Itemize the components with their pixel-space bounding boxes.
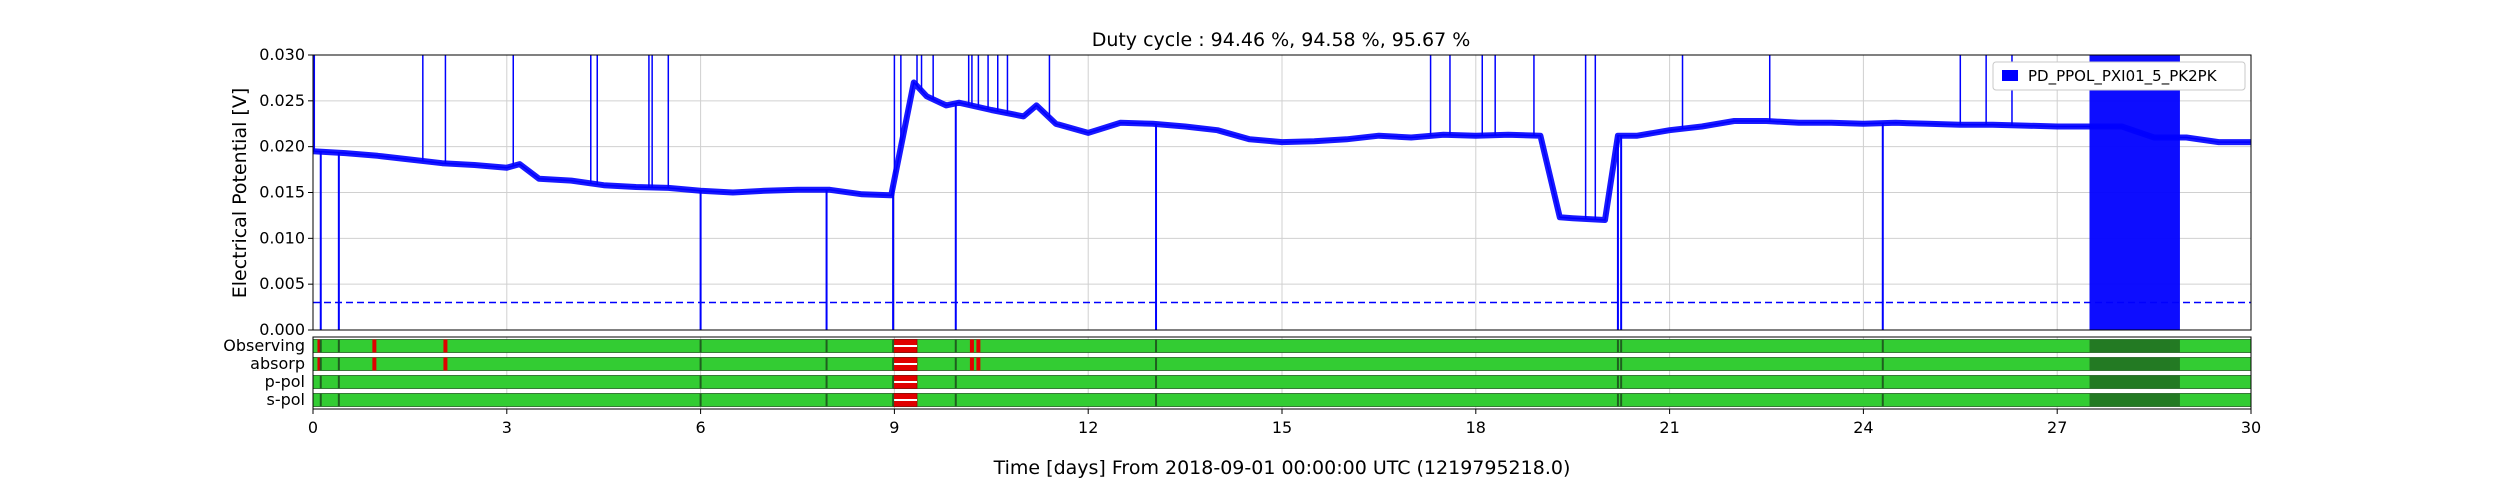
x-tick-label: 27: [2047, 418, 2067, 437]
x-tick-label: 9: [889, 418, 899, 437]
y-tick-label: 0.030: [259, 45, 305, 64]
x-tick-label: 18: [1466, 418, 1486, 437]
dropout-block: [2089, 55, 2180, 330]
x-tick-label: 6: [696, 418, 706, 437]
y-tick-label: 0.000: [259, 320, 305, 339]
legend-label: PD_PPOL_PXI01_5_PK2PK: [2028, 67, 2218, 86]
flag-marker: [443, 339, 448, 353]
flag-marker: [372, 339, 377, 353]
flag-dense-segment: [2089, 393, 2180, 407]
legend-swatch: [2002, 70, 2018, 81]
flag-row-label: s-pol: [267, 390, 306, 409]
flag-bar-active: [312, 339, 2252, 353]
legend-box: [1992, 61, 2246, 91]
x-tick-label: 0: [308, 418, 318, 437]
y-tick-label: 0.025: [259, 91, 305, 110]
legend: PD_PPOL_PXI01_5_PK2PK: [1992, 61, 2246, 91]
chart-title: Duty cycle : 94.46 %, 94.58 %, 95.67 %: [1092, 29, 1471, 51]
y-tick-label: 0.005: [259, 274, 305, 293]
y-axis-title: Electrical Potential [V]: [229, 88, 251, 298]
x-axis-ticks: 0 3 6 9 12 15 18 21 24 27 30: [308, 409, 2261, 437]
x-tick-label: 12: [1078, 418, 1098, 437]
y-tick-label: 0.015: [259, 183, 305, 202]
flag-marker: [976, 357, 981, 371]
flag-bar-active: [312, 375, 2252, 389]
axis-ticks: 0.000 0.005 0.010 0.015 0.020 0.025 0.030: [259, 45, 313, 339]
series-line-core: [312, 80, 2251, 221]
flag-dense-segment: [2089, 357, 2180, 371]
flag-marker: [976, 339, 981, 353]
flag-row-label: Observing: [223, 336, 305, 355]
flag-marker: [969, 357, 974, 371]
flag-bar-active: [312, 393, 2252, 407]
x-tick-label: 15: [1272, 418, 1292, 437]
flag-dense-segment: [2089, 375, 2180, 389]
x-tick-label: 21: [1659, 418, 1679, 437]
flag-marker: [317, 339, 322, 353]
data-series: [312, 55, 2251, 330]
y-tick-label: 0.010: [259, 228, 305, 247]
flag-row-label: p-pol: [265, 372, 305, 391]
plot-frame: [312, 54, 2252, 331]
x-tick-label: 30: [2241, 418, 2261, 437]
flag-dense-segment: [2089, 339, 2180, 353]
x-tick-label: 3: [502, 418, 512, 437]
flag-row-label: absorp: [250, 354, 305, 373]
flag-marker: [372, 357, 377, 371]
y-tick-label: 0.020: [259, 137, 305, 156]
x-tick-label: 24: [1853, 418, 1873, 437]
flag-marker: [969, 339, 974, 353]
flag-marker: [317, 357, 322, 371]
flag-marker: [443, 357, 448, 371]
main-plot: 0.000 0.005 0.010 0.015 0.020 0.025 0.030 PD_P…: [229, 45, 2252, 339]
x-axis-title: Time [days] From 2018-09-01 00:00:00 UTC…: [993, 457, 1571, 479]
flag-bar-active: [312, 357, 2252, 371]
